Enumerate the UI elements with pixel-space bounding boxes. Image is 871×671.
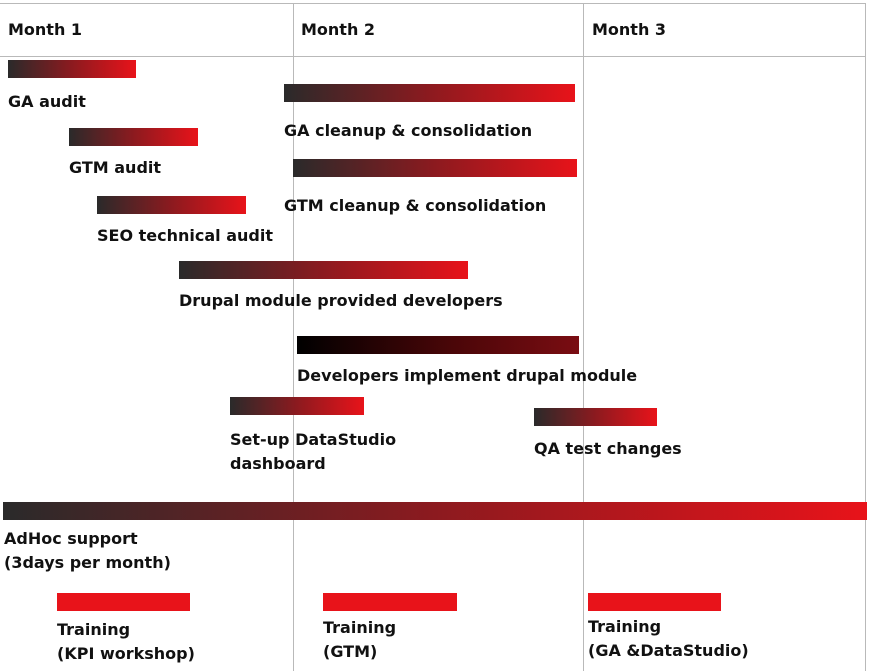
- label-gtm-cleanup: GTM cleanup & consolidation: [284, 196, 547, 215]
- bar-gtm-audit: [69, 128, 198, 146]
- month-3-header: Month 3: [592, 20, 667, 39]
- month-1-header: Month 1: [8, 20, 83, 39]
- label-datastudio-line-1: Set-up DataStudio: [230, 430, 397, 449]
- header-divider: [0, 56, 866, 57]
- bar-datastudio: [230, 397, 364, 415]
- label-seo-audit: SEO technical audit: [97, 226, 273, 245]
- bar-adhoc: [3, 502, 867, 520]
- label-ga-audit: GA audit: [8, 92, 86, 111]
- bar-training-2: [323, 593, 457, 611]
- label-training-1-line-1: Training: [57, 620, 131, 639]
- label-datastudio-line-2: dashboard: [230, 454, 326, 473]
- label-qa: QA test changes: [534, 439, 682, 458]
- label-gtm-audit: GTM audit: [69, 158, 162, 177]
- label-dev-implement: Developers implement drupal module: [297, 366, 638, 385]
- label-training-2-line-2: (GTM): [323, 642, 378, 661]
- label-training-3-line-2: (GA &DataStudio): [588, 641, 749, 660]
- label-training-2-line-1: Training: [323, 618, 397, 637]
- bar-training-1: [57, 593, 190, 611]
- bar-drupal-module: [179, 261, 468, 279]
- bar-ga-cleanup: [284, 84, 575, 102]
- bar-gtm-cleanup: [293, 159, 577, 177]
- bar-ga-audit: [8, 60, 136, 78]
- bar-training-3: [588, 593, 721, 611]
- bar-seo-audit: [97, 196, 246, 214]
- label-ga-cleanup: GA cleanup & consolidation: [284, 121, 533, 140]
- label-training-3-line-1: Training: [588, 617, 662, 636]
- label-adhoc-line-2: (3days per month): [4, 553, 171, 572]
- bar-dev-implement: [297, 336, 579, 354]
- month-2-header: Month 2: [301, 20, 376, 39]
- month-2-3-divider: [583, 3, 584, 671]
- label-training-1-line-2: (KPI workshop): [57, 644, 195, 663]
- right-border: [865, 3, 866, 671]
- month-1-2-divider: [293, 3, 294, 671]
- top-border: [0, 3, 866, 4]
- bar-qa: [534, 408, 657, 426]
- label-adhoc-line-1: AdHoc support: [4, 529, 138, 548]
- label-drupal-module: Drupal module provided developers: [179, 291, 503, 310]
